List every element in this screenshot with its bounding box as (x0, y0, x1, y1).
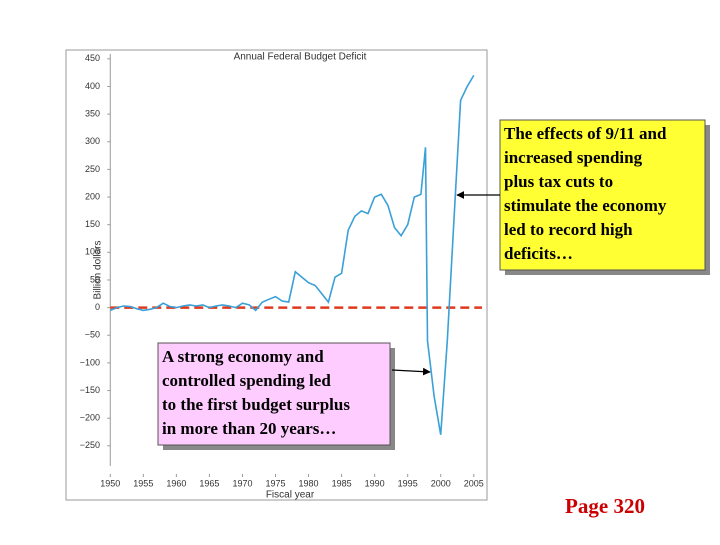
x-tick-label: 1980 (299, 478, 319, 488)
x-tick-label: 1950 (100, 478, 120, 488)
x-tick-label: 1995 (398, 478, 418, 488)
y-tick-label: 400 (85, 81, 100, 91)
y-tick-label: 350 (85, 109, 100, 119)
callout-text: to the first budget surplus (162, 395, 350, 414)
x-tick-label: 1985 (332, 478, 352, 488)
x-tick-label: 1955 (133, 478, 153, 488)
callout-text: deficits… (504, 244, 573, 263)
x-tick-label: 1975 (265, 478, 285, 488)
y-tick-label: 100 (85, 247, 100, 257)
y-tick-label: 250 (85, 164, 100, 174)
x-tick-label: 1970 (232, 478, 252, 488)
callout-text: in more than 20 years… (162, 419, 336, 438)
y-tick-label: 200 (85, 191, 100, 201)
x-tick-label: 1965 (199, 478, 219, 488)
callout-box (157, 342, 391, 446)
y-tick-label: −200 (80, 413, 100, 423)
y-tick-label: −100 (80, 357, 100, 367)
x-axis-label: Fiscal year (266, 490, 315, 501)
callout-text: led to record high (504, 220, 633, 239)
y-tick-label: 50 (90, 274, 100, 284)
callout-text: The effects of 9/11 and (504, 124, 667, 143)
page-number: Page 320 (565, 494, 645, 518)
callout-text: controlled spending led (162, 371, 331, 390)
y-tick-label: 0 (95, 302, 100, 312)
x-tick-label: 1990 (365, 478, 385, 488)
y-tick-label: −250 (80, 440, 100, 450)
y-tick-label: −50 (85, 330, 100, 340)
callout-box (499, 119, 706, 271)
callout-text: plus tax cuts to (504, 172, 613, 191)
x-tick-label: 1960 (166, 478, 186, 488)
y-tick-label: 450 (85, 53, 100, 63)
chart-title: Annual Federal Budget Deficit (234, 52, 367, 63)
y-tick-label: 150 (85, 219, 100, 229)
callout-text: stimulate the economy (504, 196, 667, 215)
data-line (109, 74, 475, 435)
x-tick-label: 2005 (464, 478, 484, 488)
y-axis-label: Billion dollars (93, 241, 104, 300)
callout-text: increased spending (504, 148, 643, 167)
y-tick-label: 300 (85, 136, 100, 146)
y-tick-label: −150 (80, 385, 100, 395)
x-tick-label: 2000 (431, 478, 451, 488)
callout-arrow (391, 367, 431, 376)
callout-text: A strong economy and (162, 347, 324, 366)
